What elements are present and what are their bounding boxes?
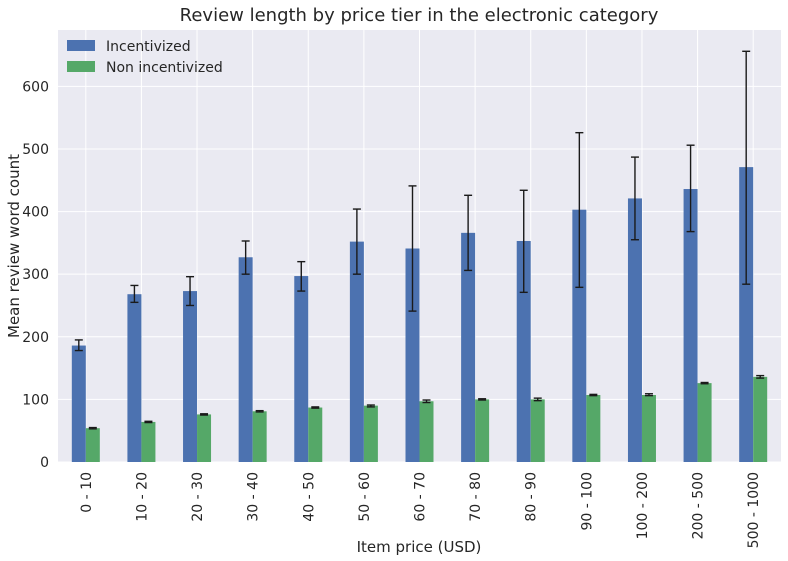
legend-label-incentivized: Incentivized: [106, 39, 191, 55]
bar-incentivized: [683, 189, 698, 462]
bar-non-incentivized: [85, 428, 100, 462]
bar-incentivized: [183, 291, 198, 462]
bar-incentivized: [294, 276, 309, 462]
bar-incentivized: [405, 248, 420, 462]
legend-label-non-incentivized: Non incentivized: [106, 60, 223, 76]
bar-non-incentivized: [586, 395, 601, 462]
x-tick-label: 100 - 200: [635, 472, 651, 539]
x-tick-label: 40 - 50: [301, 472, 317, 522]
bar-incentivized: [238, 257, 253, 462]
error-bars-layer: [74, 50, 765, 430]
bar-incentivized: [127, 294, 142, 462]
bar-non-incentivized: [475, 399, 490, 462]
bar-incentivized: [71, 345, 86, 462]
x-tick-labels: 0 - 10 10 - 20 20 - 30 30 - 40 40 - 50 50 - 6…: [79, 472, 762, 548]
bar-incentivized: [739, 167, 754, 462]
y-tick-label: 600: [22, 79, 49, 95]
bar-incentivized: [627, 198, 642, 462]
x-tick-label: 500 - 1000: [746, 472, 762, 548]
x-tick-label: 200 - 500: [691, 472, 707, 539]
y-tick-label: 200: [22, 330, 49, 346]
y-tick-label: 0: [40, 455, 49, 471]
chart-title: Review length by price tier in the elect…: [180, 5, 659, 26]
bar-non-incentivized: [141, 421, 156, 462]
bar-non-incentivized: [363, 405, 378, 462]
x-axis-title: Item price (USD): [357, 538, 482, 556]
bar-non-incentivized: [197, 414, 212, 462]
x-tick-label: 30 - 40: [246, 472, 262, 522]
x-tick-label: 90 - 100: [579, 472, 595, 531]
bar-non-incentivized: [419, 401, 434, 462]
bar-non-incentivized: [697, 383, 712, 462]
x-tick-label: 10 - 20: [134, 472, 150, 522]
bar-incentivized: [572, 209, 587, 462]
legend-swatch-non-incentivized: [67, 61, 95, 72]
y-tick-label: 400: [22, 205, 49, 221]
y-tick-label: 500: [22, 142, 49, 158]
bars-layer: [71, 167, 768, 462]
x-tick-label: 0 - 10: [79, 472, 95, 513]
bar-incentivized: [516, 240, 531, 462]
legend-swatch-incentivized: [67, 40, 95, 51]
x-tick-label: 20 - 30: [190, 472, 206, 522]
bar-non-incentivized: [641, 395, 656, 462]
bar-non-incentivized: [252, 411, 267, 462]
x-tick-label: 80 - 90: [524, 472, 540, 522]
bar-non-incentivized: [753, 376, 768, 462]
legend: Incentivized Non incentivized: [67, 39, 223, 76]
x-tick-label: 60 - 70: [413, 472, 429, 522]
y-tick-label: 300: [22, 267, 49, 283]
y-tick-label: 100: [22, 392, 49, 408]
bar-non-incentivized: [308, 407, 323, 462]
bar-incentivized: [349, 241, 364, 462]
y-axis-title: Mean review word count: [5, 154, 23, 338]
x-tick-label: 50 - 60: [357, 472, 373, 522]
bar-non-incentivized: [530, 399, 545, 462]
bar-incentivized: [461, 232, 476, 462]
y-tick-labels: 0 100 200 300 400 500 600: [22, 79, 49, 471]
x-tick-label: 70 - 80: [468, 472, 484, 522]
